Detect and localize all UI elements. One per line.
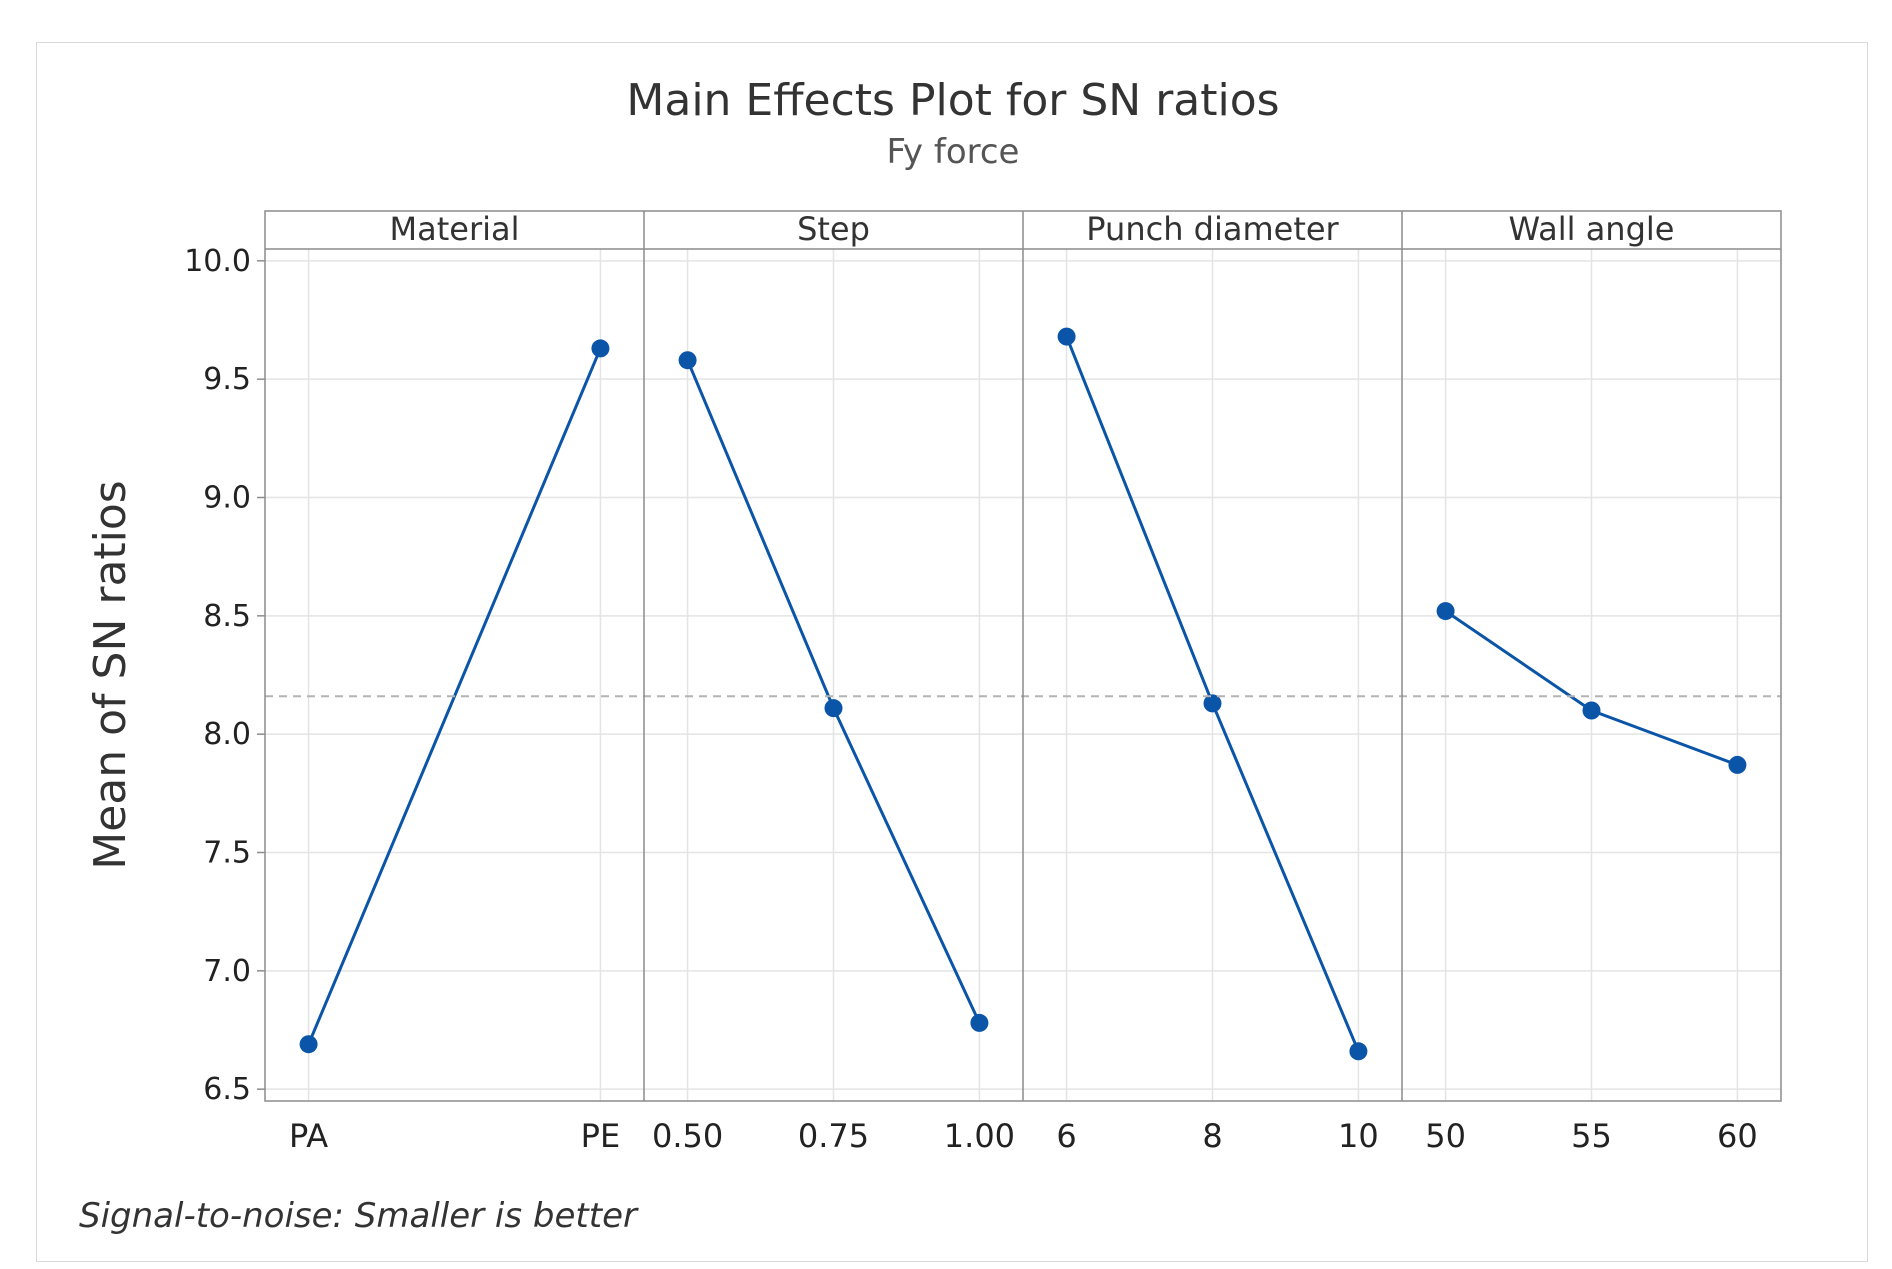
data-point [1582,701,1601,720]
data-point [299,1035,318,1054]
y-tick-label: 9.0 [203,481,251,516]
y-tick-label: 8.5 [203,599,251,634]
x-tick-label: 50 [1425,1117,1466,1155]
x-tick-label: 0.75 [798,1117,869,1155]
y-tick-label: 7.5 [203,836,251,871]
data-point [1203,694,1222,713]
x-tick-label: 0.50 [652,1117,723,1155]
panel-label-0: Material [390,210,520,248]
chart-frame: Main Effects Plot for SN ratios Fy force M… [36,42,1868,1262]
y-tick-label: 9.5 [203,362,251,397]
chart-subtitle: Fy force [887,132,1020,172]
y-tick-label: 6.5 [203,1072,251,1107]
data-point [1728,755,1747,774]
x-tick-label: PE [581,1117,621,1155]
data-point [678,351,697,370]
data-point [1057,327,1076,346]
panel-label-1: Step [797,210,870,248]
x-tick-label: 60 [1717,1117,1758,1155]
y-axis-label: Mean of SN ratios [85,480,136,869]
x-tick-label: 55 [1571,1117,1612,1155]
panel-label-3: Wall angle [1509,210,1675,248]
main-effects-chart: Main Effects Plot for SN ratios Fy force M… [79,75,1782,1236]
y-tick-label: 10.0 [184,244,251,279]
x-tick-label: 8 [1202,1117,1222,1155]
data-point [591,339,610,358]
footnote: Signal-to-noise: Smaller is better [79,1196,639,1236]
data-point [1349,1042,1368,1061]
data-point [970,1013,989,1032]
data-point [1436,602,1455,621]
x-tick-label: 6 [1056,1117,1076,1155]
chart-title: Main Effects Plot for SN ratios [626,75,1279,126]
x-tick-label: 1.00 [944,1117,1015,1155]
x-tick-label: PA [289,1117,328,1155]
y-tick-label: 7.0 [203,954,251,989]
x-tick-label: 10 [1338,1117,1379,1155]
panel-label-2: Punch diameter [1086,210,1339,248]
data-point [824,699,843,718]
y-tick-label: 8.0 [203,717,251,752]
plot-border [264,210,1782,1102]
